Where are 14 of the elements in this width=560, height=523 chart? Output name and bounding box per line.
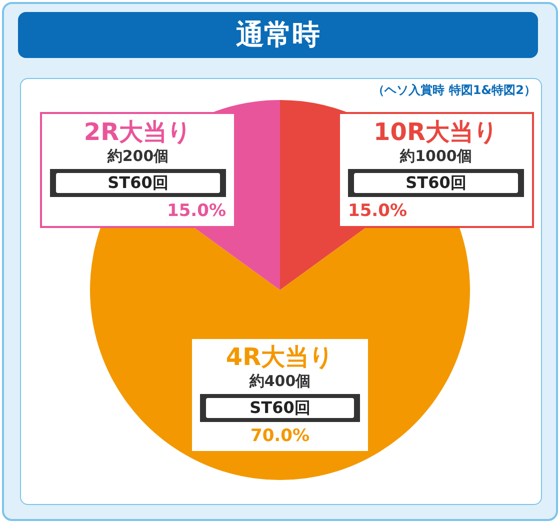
data-label: 15.0% <box>166 200 226 222</box>
text: 約1000個 <box>398 146 473 166</box>
data-label: 15.0% <box>348 200 408 222</box>
chart-title: 通常時 <box>18 12 538 58</box>
data-label: 70.0% <box>250 425 310 447</box>
text: 約200個 <box>106 146 170 166</box>
slice-label: 4R大当り <box>224 343 336 371</box>
text: ST60回 <box>56 173 220 193</box>
text: ST60回 <box>354 173 518 193</box>
slice-label: 10R大当り <box>372 118 500 146</box>
text: ST60回 <box>206 398 354 418</box>
slice-label: 2R大当り <box>82 118 194 146</box>
chart-subtitle: （ヘソ入賞時 特図1&特図2） <box>372 82 536 99</box>
text: 約400個 <box>248 371 312 391</box>
